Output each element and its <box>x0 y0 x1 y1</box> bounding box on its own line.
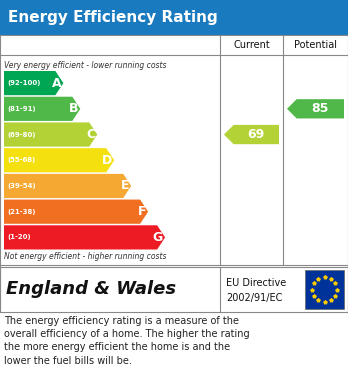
Text: D: D <box>102 154 112 167</box>
Text: (39-54): (39-54) <box>7 183 35 189</box>
Text: E: E <box>121 179 129 192</box>
Text: B: B <box>69 102 78 115</box>
Text: (21-38): (21-38) <box>7 209 35 215</box>
Text: England & Wales: England & Wales <box>6 280 176 298</box>
Text: G: G <box>153 231 163 244</box>
Text: (1-20): (1-20) <box>7 234 31 240</box>
Text: Potential: Potential <box>294 40 337 50</box>
Text: C: C <box>86 128 95 141</box>
Text: EU Directive: EU Directive <box>226 278 286 288</box>
Text: Not energy efficient - higher running costs: Not energy efficient - higher running co… <box>4 252 166 261</box>
Polygon shape <box>4 148 114 172</box>
Polygon shape <box>287 99 344 118</box>
Text: (55-68): (55-68) <box>7 157 35 163</box>
Text: A: A <box>52 77 61 90</box>
Text: The energy efficiency rating is a measure of the
overall efficiency of a home. T: The energy efficiency rating is a measur… <box>4 316 250 366</box>
Polygon shape <box>224 125 279 144</box>
Polygon shape <box>4 174 131 198</box>
Text: (69-80): (69-80) <box>7 131 35 138</box>
Polygon shape <box>4 199 148 224</box>
Bar <box>0 0 348 35</box>
Polygon shape <box>4 225 165 249</box>
Polygon shape <box>4 122 97 147</box>
Text: Current: Current <box>233 40 270 50</box>
Polygon shape <box>4 97 80 121</box>
Text: (92-100): (92-100) <box>7 80 40 86</box>
Text: 69: 69 <box>248 128 265 141</box>
Bar <box>305 270 344 309</box>
Polygon shape <box>4 71 63 95</box>
Text: Very energy efficient - lower running costs: Very energy efficient - lower running co… <box>4 61 166 70</box>
Text: Energy Efficiency Rating: Energy Efficiency Rating <box>8 10 218 25</box>
Text: (81-91): (81-91) <box>7 106 35 112</box>
Text: 85: 85 <box>311 102 329 115</box>
Bar <box>0 267 348 312</box>
Text: F: F <box>138 205 146 218</box>
Text: 2002/91/EC: 2002/91/EC <box>226 294 282 303</box>
